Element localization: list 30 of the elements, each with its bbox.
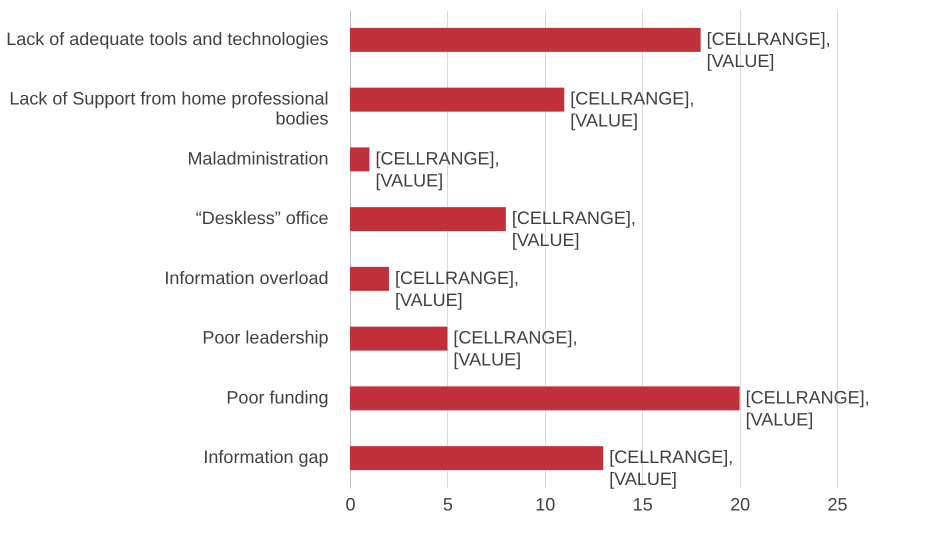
data-label: [CELLRANGE], [VALUE]: [746, 387, 870, 430]
bar: [350, 207, 506, 232]
bar: [350, 88, 564, 112]
bar: [350, 266, 389, 291]
x-tick-label: 0: [345, 494, 356, 514]
data-label: [CELLRANGE], [VALUE]: [375, 148, 500, 190]
data-label: [CELLRANGE], [VALUE]: [394, 268, 520, 310]
bar: [350, 326, 448, 351]
y-tick-label: Poor leadership: [202, 328, 328, 348]
x-tick-label: 5: [442, 494, 453, 514]
data-label: [CELLRANGE], [VALUE]: [706, 28, 831, 71]
data-label: [CELLRANGE], [VALUE]: [570, 88, 694, 131]
bar: [350, 28, 701, 52]
bar: [350, 446, 604, 470]
bar: [350, 386, 740, 410]
data-label: [CELLRANGE], [VALUE]: [453, 328, 578, 370]
y-tick-label: Lack of adequate tools and technologies: [6, 28, 328, 49]
x-tick-label: 10: [535, 494, 556, 514]
x-tick-label: 20: [730, 494, 750, 514]
y-tick-label: Information overload: [164, 268, 328, 288]
bar: [350, 147, 370, 172]
y-tick-label: Poor funding: [226, 387, 328, 408]
data-label: [CELLRANGE], [VALUE]: [512, 208, 636, 250]
y-tick-label: “Deskless” office: [196, 208, 328, 228]
data-label: [CELLRANGE], [VALUE]: [609, 447, 734, 490]
y-tick-label: Lack of Support from home professional bodies: [9, 88, 328, 129]
x-tick-label: 15: [632, 494, 653, 514]
y-tick-label: Maladministration: [187, 148, 328, 168]
y-tick-label: Information gap: [203, 447, 328, 468]
x-tick-label: 25: [827, 494, 848, 514]
